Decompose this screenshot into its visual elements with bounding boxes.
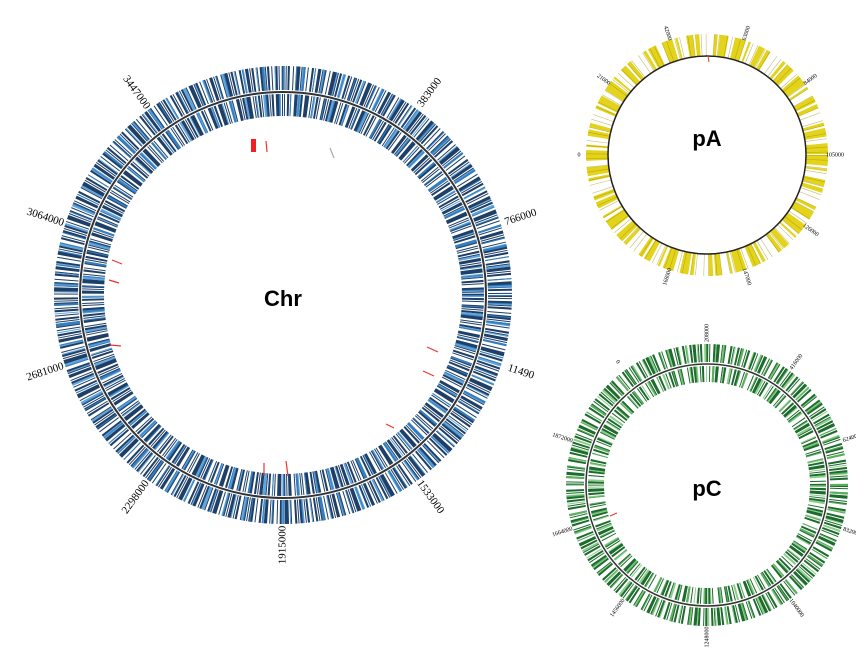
pc-red-mark <box>609 512 618 517</box>
pc-inner-genes-light <box>588 366 826 604</box>
chr-red-marks <box>108 139 439 477</box>
chr-inner-genes-light <box>82 94 484 496</box>
tick-label: 1533000 <box>414 478 447 517</box>
pc-backbone <box>585 363 829 607</box>
tick-label: 624000 <box>842 433 856 444</box>
tick-label: 416000 <box>789 353 804 371</box>
chr-outer-genes-light <box>54 66 512 524</box>
tick-label: 105000 <box>826 152 844 158</box>
tick-label: 147000 <box>741 267 752 286</box>
tick-label: 63000 <box>742 25 752 41</box>
tick-label: 1872000 <box>551 432 573 444</box>
tick-label: 1915000 <box>277 525 289 564</box>
map-label: pA <box>692 126 721 151</box>
chr-backbone <box>79 91 487 499</box>
tick-label: 21000 <box>595 73 611 87</box>
tick-label: 11490 <box>506 362 536 382</box>
pa-genes <box>586 34 828 276</box>
tick-label: 0 <box>578 152 581 158</box>
tick-label: 832000 <box>842 527 856 538</box>
pa-red-mark <box>707 55 710 63</box>
tick-label: 126000 <box>801 223 819 238</box>
tick-label: 2681000 <box>25 360 66 383</box>
tick-label: 383000 <box>415 75 444 109</box>
tick-label: 1040000 <box>787 598 804 619</box>
pa-map <box>586 34 828 276</box>
map-label: Chr <box>264 286 302 311</box>
tick-label: 1664000 <box>552 526 574 538</box>
pc-outer-genes-light <box>566 344 848 626</box>
tick-label: 208000 <box>704 324 710 342</box>
tick-label: 0 <box>614 359 621 365</box>
tick-label: 766000 <box>503 206 539 228</box>
tick-label: 84000 <box>803 73 819 87</box>
tick-label: 42000 <box>662 25 672 41</box>
tick-label: 3447000 <box>120 73 153 112</box>
chr-map <box>54 66 512 524</box>
tick-label: 1456000 <box>609 598 626 619</box>
tick-label: 168000 <box>662 267 673 286</box>
tick-label: 3064000 <box>25 206 66 229</box>
pa-backbone <box>607 55 807 255</box>
pc-map <box>566 344 848 626</box>
tick-label: 1248000 <box>704 627 710 648</box>
map-label: pC <box>692 476 721 501</box>
tick-label: 2298000 <box>120 477 153 516</box>
pa-gene-edges <box>586 34 828 276</box>
